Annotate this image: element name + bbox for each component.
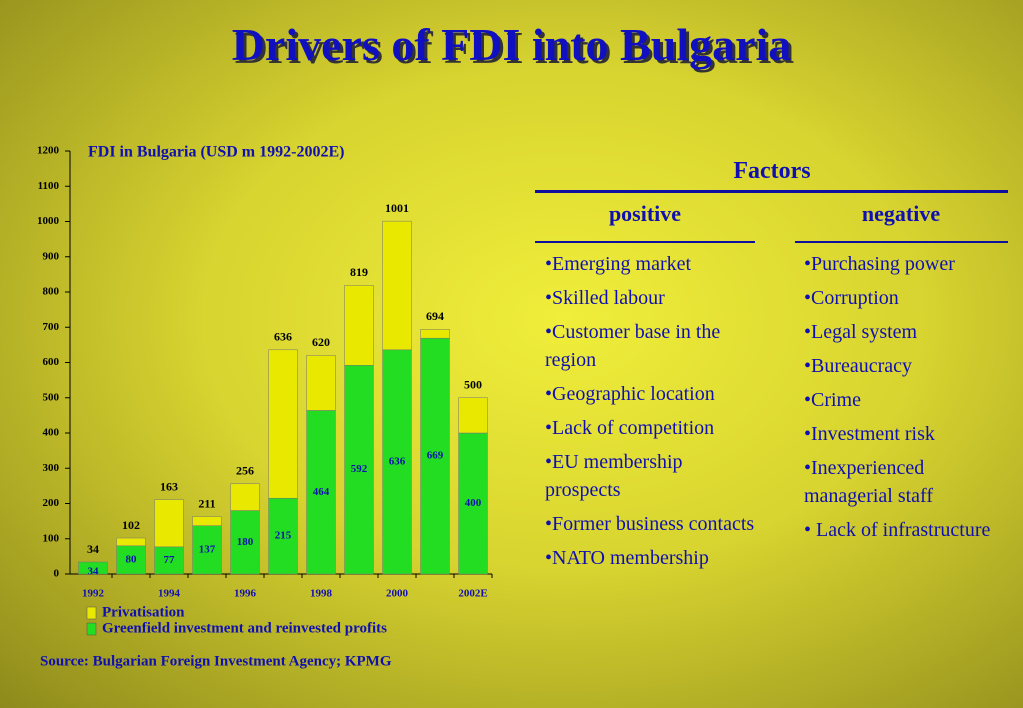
y-tick-label: 100 (43, 532, 60, 544)
x-tick-label: 2000 (386, 588, 409, 600)
bar-segment (116, 545, 146, 575)
total-label: 163 (160, 479, 178, 493)
bar-segment (230, 510, 260, 575)
source-note: Source: Bulgarian Foreign Investment Age… (40, 653, 392, 669)
factor-item: •Investment risk (804, 423, 935, 445)
value-label: 669 (427, 450, 444, 462)
negative-header: negative (861, 201, 941, 226)
legend-label: Privatisation (102, 604, 185, 620)
total-label: 819 (350, 265, 368, 279)
bar-segment (230, 483, 260, 511)
x-tick-label: 2002E (458, 588, 487, 600)
value-label: 636 (389, 455, 406, 467)
total-label: 256 (236, 464, 254, 478)
bar-segment (344, 365, 374, 575)
slide-title: Drivers of FDI into Bulgaria (231, 19, 792, 70)
factor-item: • Lack of infrastructure (804, 519, 991, 541)
factor-item: •Geographic location (545, 383, 715, 405)
bar-segment (344, 285, 374, 366)
legend-swatch (86, 622, 97, 636)
bar-segment (306, 355, 336, 411)
y-tick-label: 1000 (37, 215, 60, 227)
y-tick-label: 500 (43, 391, 60, 403)
factor-item: •Crime (804, 389, 861, 411)
bar-segment (268, 349, 298, 499)
y-tick-label: 1100 (38, 180, 60, 192)
factor-item: •Purchasing power (804, 253, 955, 275)
bar-segment (420, 329, 450, 339)
bar-segment (306, 410, 336, 575)
bar-segment (116, 537, 146, 547)
total-label: 500 (464, 378, 482, 392)
x-tick-label: 1998 (310, 588, 333, 600)
value-label: 400 (465, 497, 482, 509)
legend-label: Greenfield investment and reinvested pro… (102, 620, 387, 636)
value-label: 592 (351, 463, 368, 475)
y-tick-label: 200 (43, 497, 60, 509)
chart-title: FDI in Bulgaria (USD m 1992-2002E) (88, 144, 344, 161)
total-label: 694 (426, 309, 444, 323)
bar-segment (154, 546, 184, 575)
y-tick-label: 1200 (37, 145, 60, 157)
x-tick-label: 1992 (82, 588, 105, 600)
factor-item: •Corruption (804, 287, 899, 309)
bar-segment (382, 220, 412, 351)
bar-segment (192, 525, 222, 575)
bar-segment (458, 432, 488, 575)
total-label: 211 (198, 496, 215, 510)
value-label: 34 (88, 566, 100, 578)
factor-item: •Legal system (804, 321, 918, 343)
value-label: 215 (275, 530, 292, 542)
y-tick-label: 600 (43, 356, 60, 368)
rule (535, 190, 1008, 193)
y-tick-label: 0 (54, 568, 60, 580)
bar-segment (382, 349, 412, 575)
positive-header: positive (608, 201, 682, 226)
x-tick-label: 1994 (158, 588, 181, 600)
factor-item: •Emerging market (545, 253, 692, 275)
x-tick-label: 1996 (234, 588, 257, 600)
bar-segment (78, 561, 108, 575)
value-label: 464 (313, 486, 330, 498)
y-tick-label: 700 (43, 321, 60, 333)
total-label: 34 (87, 542, 99, 556)
total-label: 1001 (385, 201, 409, 215)
factor-item: •Lack of competition (545, 417, 715, 439)
value-label: 77 (164, 554, 176, 566)
factor-item: •Bureaucracy (804, 355, 913, 377)
negative-list: •Purchasing power •Corruption •Legal syste… (804, 250, 999, 550)
bar-segment (192, 516, 222, 526)
y-tick-label: 400 (43, 427, 60, 439)
factor-item: •NATO membership (545, 547, 709, 569)
rule (535, 241, 755, 243)
y-tick-label: 900 (43, 250, 60, 262)
bar-segment (458, 397, 488, 434)
y-tick-label: 800 (43, 286, 60, 298)
total-label: 102 (122, 518, 140, 532)
factor-item: •Inexperienced managerial staff (804, 457, 934, 507)
positive-list: •Emerging market •Skilled labour •Customer… (545, 250, 755, 578)
factor-item: •EU membership prospects (545, 451, 683, 501)
y-tick-label: 300 (43, 462, 60, 474)
rule (795, 241, 1008, 243)
chart: FDI in Bulgaria (USD m 1992-2002E) 0 100 20… (37, 144, 493, 669)
factor-item: •Skilled labour (545, 287, 665, 309)
value-label: 137 (199, 543, 216, 555)
bar-segment (154, 499, 184, 548)
factor-item: •Former business contacts (545, 513, 755, 535)
factor-item: •Customer base in the region (545, 321, 721, 371)
value-label: 80 (126, 553, 138, 565)
legend-swatch (86, 606, 97, 620)
total-label: 620 (312, 335, 330, 349)
factors-title: Factors (733, 158, 811, 184)
value-label: 180 (237, 536, 254, 548)
total-label: 636 (274, 330, 292, 344)
